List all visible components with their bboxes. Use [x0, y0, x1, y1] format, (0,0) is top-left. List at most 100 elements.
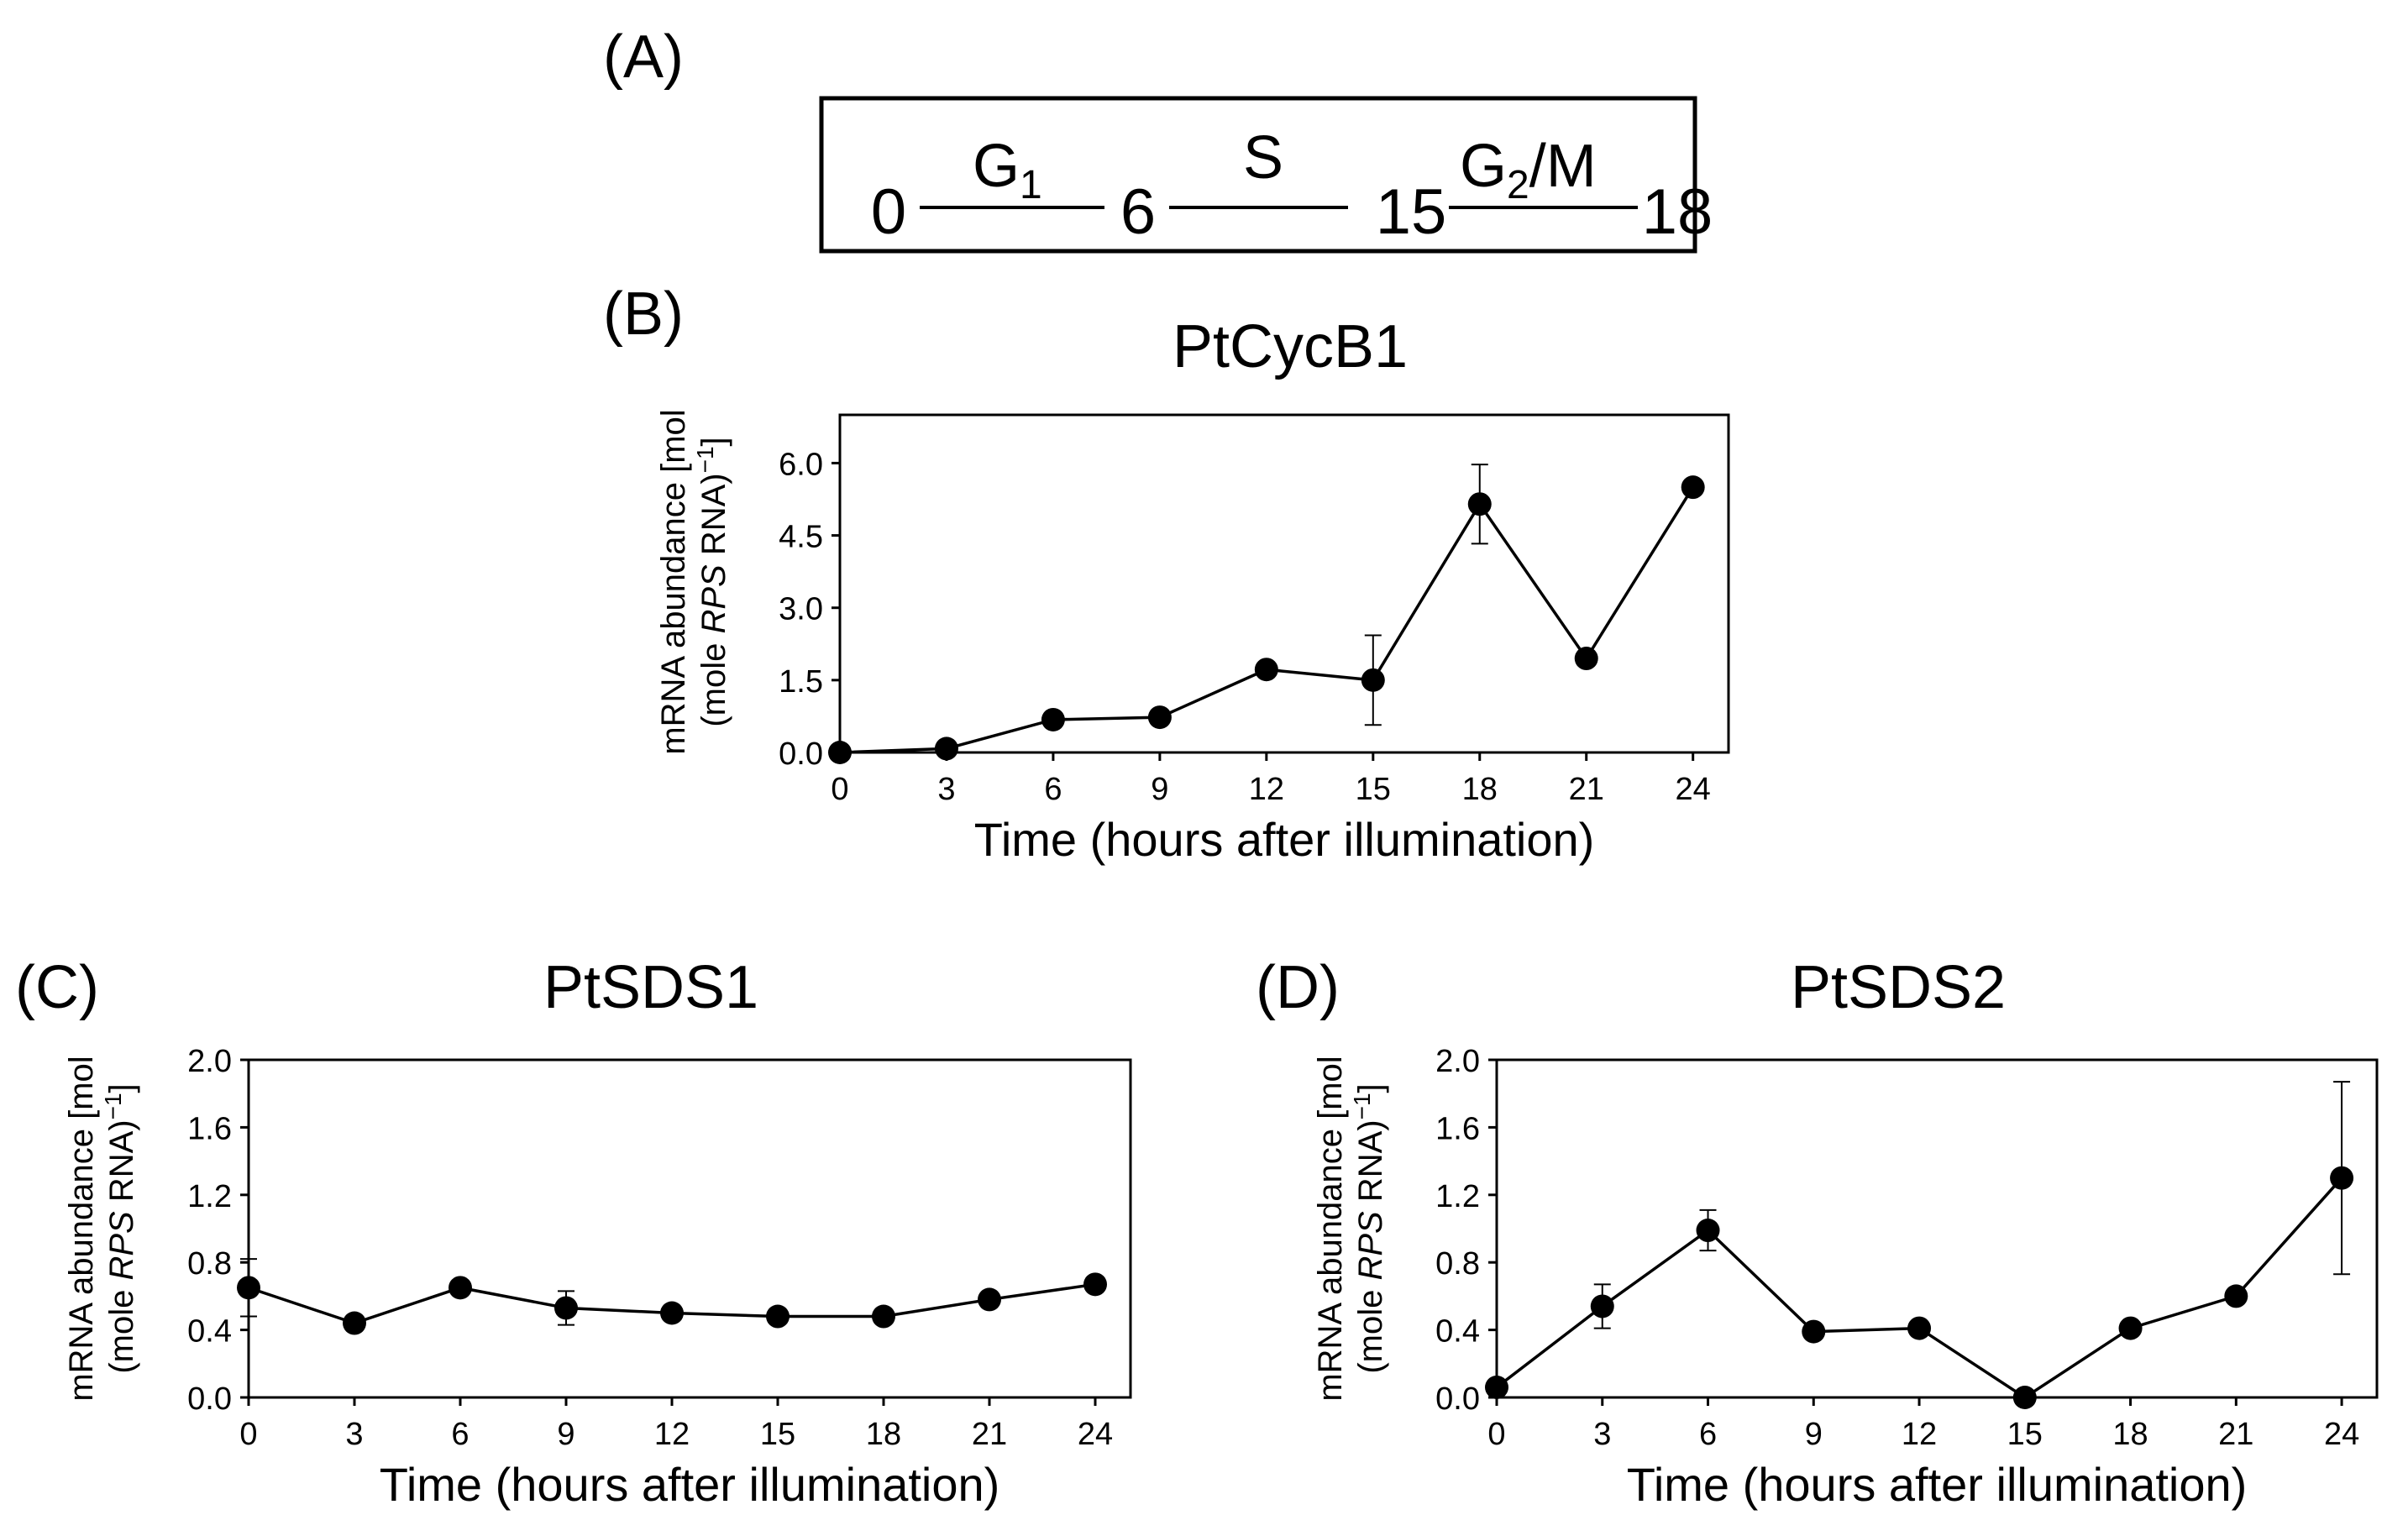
plot-d-ylabel-post: RNA) [1352, 1119, 1389, 1211]
plot-c-ytick-label: 1.2 [187, 1179, 232, 1214]
plot-d-ylabel-pre: (mole [1352, 1281, 1389, 1374]
plot-c: 0.0 0.4 0.8 1.2 1.6 2.0 0 3 6 9 12 15 18 21 24 Time (ho… [63, 1044, 1132, 1511]
plot-c-xtick-label: 15 [760, 1417, 795, 1452]
plot-d: 0.0 0.4 0.8 1.2 1.6 2.0 0 3 6 9 12 15 18 21 24 Time (ho… [1312, 1044, 2379, 1511]
plot-b-ytick-label: 6.0 [779, 447, 823, 482]
plot-c-data-point [1083, 1272, 1107, 1297]
chart-c: (C) PtSDS1 0.0 0.4 0.8 1.2 1.6 2.0 0 3 6 9 12 15 18 2… [15, 954, 1132, 1511]
plot-d-ytick-label: 0.0 [1435, 1381, 1480, 1417]
plot-d-xtick-label: 24 [2324, 1417, 2359, 1452]
chart-d-title: PtSDS2 [1791, 954, 2006, 1021]
cell-cycle-box [819, 96, 1697, 254]
plot-b-xtick-label: 3 [937, 772, 955, 807]
plot-d-xtick-label: 6 [1699, 1417, 1717, 1452]
plot-c-ylabel-pre: (mole [103, 1281, 140, 1374]
plot-c-ytick-label: 1.6 [187, 1111, 232, 1146]
plot-d-ytick-label: 0.8 [1435, 1246, 1480, 1282]
plot-d-xtick-label: 3 [1593, 1417, 1611, 1452]
plot-b-ylabel-line2: (mole RPS RNA)−1] [692, 437, 732, 726]
plot-d-frame [1495, 1058, 2379, 1399]
plot-b-ytick-label: 4.5 [779, 520, 823, 555]
plot-c-data-point [343, 1311, 366, 1335]
panel-b-label: (B) [603, 280, 684, 348]
plot-b-ytick-label: 3.0 [779, 592, 823, 627]
plot-d-xtick-label: 18 [2112, 1417, 2148, 1452]
plot-b-ylabel-post: RNA) [695, 473, 732, 564]
plot-b-data-point [1574, 647, 1598, 671]
plot-c-data-point [237, 1276, 260, 1300]
g2m-phase-label: G2/M [1460, 133, 1597, 207]
boundary-15: 15 [1376, 176, 1447, 248]
plot-b-xtick-label: 18 [1462, 772, 1498, 807]
plot-c-xtick-label: 3 [345, 1417, 363, 1452]
plot-d-ytick-label: 1.2 [1435, 1179, 1480, 1214]
plot-c-xtick-label: 9 [557, 1417, 574, 1452]
plot-b-ylabel-sup: −1 [692, 446, 718, 473]
plot-b-xtick-label: 24 [1676, 772, 1711, 807]
g1-phase-label: G1 [973, 133, 1042, 207]
plot-d-data-point [1485, 1375, 1508, 1399]
plot-b-ylabel-pre: (mole [695, 634, 732, 727]
plot-c-ytick-label: 0.4 [187, 1314, 232, 1350]
chart-b-title: PtCycB1 [1173, 313, 1408, 380]
plot-b-ylabel-italic: RPS [695, 564, 732, 634]
plot-d-ytick-label: 2.0 [1435, 1044, 1480, 1079]
plot-d-data-point [1802, 1319, 1826, 1344]
plot-d-xlabel: Time (hours after illumination) [1627, 1458, 2248, 1511]
boundary-0: 0 [871, 176, 906, 248]
plot-b: 0.0 1.5 3.0 4.5 6.0 0 3 6 9 12 15 18 21 24 Time (hours… [655, 409, 1730, 866]
chart-d: (D) PtSDS2 0.0 0.4 0.8 1.2 1.6 2.0 0 3 6 9 12 15 18 2… [1256, 954, 2379, 1511]
plot-c-ylabel-italic: RPS [103, 1211, 140, 1281]
plot-b-xtick-label: 21 [1569, 772, 1604, 807]
plot-d-ylabel-italic: RPS [1352, 1211, 1389, 1281]
plot-c-xtick-label: 21 [972, 1417, 1007, 1452]
panel-d-label: (D) [1256, 954, 1340, 1021]
plot-c-ylabel-line2: (mole RPS RNA)−1] [100, 1083, 140, 1373]
plot-c-data-point [449, 1276, 472, 1300]
plot-b-data-point [1467, 492, 1492, 516]
chart-b: (B) PtCycB1 0.0 1.5 3.0 4.5 6.0 0 3 6 9 12 15 18 21 2… [603, 280, 1730, 866]
plot-b-data-point [1147, 705, 1172, 730]
plot-b-data-point [934, 737, 958, 761]
plot-d-ylabel-line1: mRNA abundance [mol [1312, 1056, 1349, 1401]
plot-c-data-point [978, 1287, 1001, 1312]
plot-c-xlabel: Time (hours after illumination) [380, 1458, 1000, 1511]
plot-b-ytick-label: 0.0 [779, 737, 823, 772]
plot-b-xtick-label: 0 [831, 772, 848, 807]
plot-b-xtick-label: 9 [1151, 772, 1168, 807]
chart-c-title: PtSDS1 [543, 954, 758, 1021]
plot-b-xtick-label: 15 [1356, 772, 1391, 807]
boundary-6: 6 [1120, 176, 1156, 248]
plot-d-xtick-label: 12 [1902, 1417, 1937, 1452]
plot-c-xtick-label: 0 [239, 1417, 257, 1452]
plot-c-data-point [766, 1304, 790, 1329]
plot-d-xtick-label: 21 [2218, 1417, 2253, 1452]
plot-d-data-point [2224, 1284, 2248, 1308]
plot-b-data-point [1681, 475, 1705, 500]
plot-b-ylabel-line1: mRNA abundance [mol [655, 409, 692, 754]
plot-d-data-point [1590, 1294, 1614, 1318]
plot-c-data-point [660, 1301, 684, 1325]
plot-d-ytick-label: 0.4 [1435, 1314, 1480, 1350]
plot-d-data-point [2118, 1316, 2143, 1340]
plot-c-ylabel-tail: ] [103, 1083, 140, 1093]
plot-b-xtick-label: 6 [1044, 772, 1062, 807]
plot-d-data-point [2330, 1166, 2354, 1190]
plot-b-frame [838, 413, 1730, 754]
plot-d-ylabel-line2: (mole RPS RNA)−1] [1349, 1083, 1389, 1373]
plot-c-frame [247, 1058, 1132, 1399]
plot-c-ylabel-sup: −1 [100, 1093, 126, 1119]
plot-b-xlabel: Time (hours after illumination) [974, 813, 1595, 866]
s-phase-label: S [1243, 124, 1283, 191]
plot-b-ylabel-tail: ] [695, 437, 732, 446]
boundary-18: 18 [1642, 176, 1713, 248]
plot-c-xtick-label: 18 [866, 1417, 901, 1452]
plot-b-series-line [839, 486, 1695, 754]
plot-c-xtick-label: 24 [1078, 1417, 1113, 1452]
plot-c-data-point [554, 1296, 578, 1320]
plot-b-data-point [1254, 658, 1278, 682]
panel-a: (A) 0 G1 6 S 15 G2/M 18 [603, 24, 1713, 254]
plot-c-ytick-label: 0.8 [187, 1246, 232, 1282]
plot-d-ylabel-tail: ] [1352, 1083, 1389, 1093]
plot-c-xtick-label: 6 [451, 1417, 469, 1452]
